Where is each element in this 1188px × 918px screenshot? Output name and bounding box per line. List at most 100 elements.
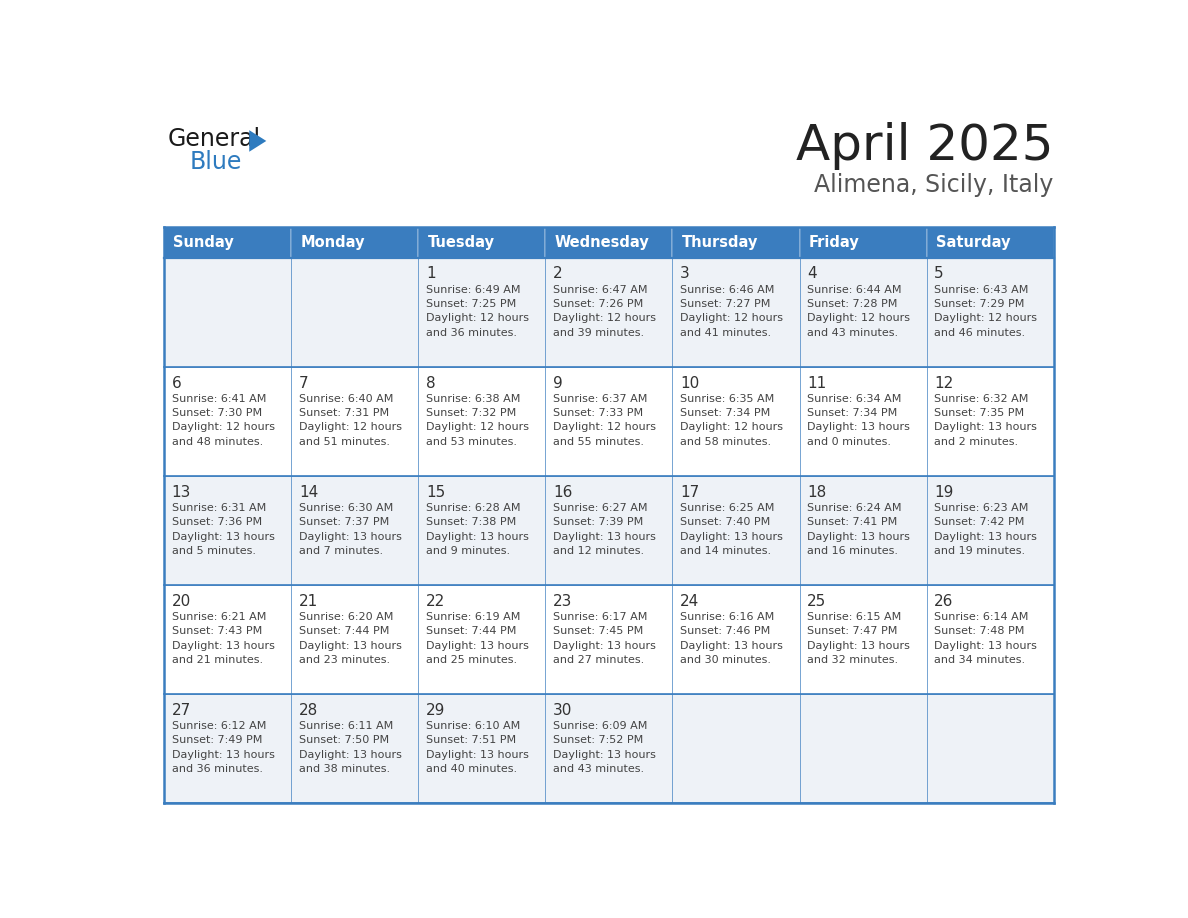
Text: Daylight: 13 hours: Daylight: 13 hours — [172, 750, 274, 759]
Text: Friday: Friday — [809, 235, 860, 250]
Text: Daylight: 13 hours: Daylight: 13 hours — [426, 532, 529, 542]
Text: 1: 1 — [426, 266, 436, 282]
Text: Daylight: 13 hours: Daylight: 13 hours — [554, 641, 656, 651]
Text: 18: 18 — [808, 485, 827, 499]
Text: Sunrise: 6:28 AM: Sunrise: 6:28 AM — [426, 503, 520, 513]
Text: Sunrise: 6:12 AM: Sunrise: 6:12 AM — [172, 721, 266, 731]
Text: Sunset: 7:32 PM: Sunset: 7:32 PM — [426, 409, 517, 419]
Text: Sunset: 7:25 PM: Sunset: 7:25 PM — [426, 299, 517, 309]
Text: Daylight: 13 hours: Daylight: 13 hours — [426, 641, 529, 651]
Text: 25: 25 — [808, 594, 827, 609]
Bar — [545, 258, 672, 367]
Text: and 5 minutes.: and 5 minutes. — [172, 545, 255, 555]
Text: and 43 minutes.: and 43 minutes. — [554, 764, 644, 774]
Text: Sunset: 7:52 PM: Sunset: 7:52 PM — [554, 735, 643, 745]
Text: Sunset: 7:36 PM: Sunset: 7:36 PM — [172, 517, 261, 527]
Text: Sunset: 7:28 PM: Sunset: 7:28 PM — [808, 299, 898, 309]
Bar — [672, 694, 800, 803]
Text: Daylight: 12 hours: Daylight: 12 hours — [554, 313, 656, 323]
Bar — [164, 585, 291, 694]
Text: Daylight: 13 hours: Daylight: 13 hours — [934, 422, 1037, 432]
Bar — [672, 585, 800, 694]
Text: Daylight: 13 hours: Daylight: 13 hours — [681, 532, 783, 542]
Text: 14: 14 — [299, 485, 318, 499]
Text: Daylight: 13 hours: Daylight: 13 hours — [172, 532, 274, 542]
Bar — [291, 585, 418, 694]
Bar — [800, 258, 927, 367]
Text: Sunrise: 6:19 AM: Sunrise: 6:19 AM — [426, 612, 520, 622]
Text: Sunset: 7:27 PM: Sunset: 7:27 PM — [681, 299, 771, 309]
Bar — [800, 694, 927, 803]
Text: and 30 minutes.: and 30 minutes. — [681, 655, 771, 665]
Text: and 55 minutes.: and 55 minutes. — [554, 437, 644, 447]
Bar — [672, 227, 800, 258]
Text: Sunrise: 6:16 AM: Sunrise: 6:16 AM — [681, 612, 775, 622]
Bar — [927, 694, 1054, 803]
Text: Daylight: 13 hours: Daylight: 13 hours — [554, 532, 656, 542]
Polygon shape — [249, 130, 266, 151]
Bar — [291, 367, 418, 476]
Text: and 58 minutes.: and 58 minutes. — [681, 437, 771, 447]
Text: and 34 minutes.: and 34 minutes. — [934, 655, 1025, 665]
Text: 17: 17 — [681, 485, 700, 499]
Text: Sunrise: 6:17 AM: Sunrise: 6:17 AM — [554, 612, 647, 622]
Text: 22: 22 — [426, 594, 446, 609]
Text: 28: 28 — [299, 702, 318, 718]
Text: Daylight: 13 hours: Daylight: 13 hours — [808, 422, 910, 432]
Bar — [672, 476, 800, 585]
Text: and 14 minutes.: and 14 minutes. — [681, 545, 771, 555]
Text: General: General — [168, 127, 261, 151]
Text: 29: 29 — [426, 702, 446, 718]
Text: and 21 minutes.: and 21 minutes. — [172, 655, 263, 665]
Bar — [545, 585, 672, 694]
Bar — [164, 367, 291, 476]
Text: Sunset: 7:47 PM: Sunset: 7:47 PM — [808, 626, 898, 636]
Text: and 48 minutes.: and 48 minutes. — [172, 437, 263, 447]
Text: Sunset: 7:46 PM: Sunset: 7:46 PM — [681, 626, 770, 636]
Text: 12: 12 — [934, 375, 954, 390]
Text: and 51 minutes.: and 51 minutes. — [299, 437, 390, 447]
Text: Sunset: 7:42 PM: Sunset: 7:42 PM — [934, 517, 1025, 527]
Text: Sunrise: 6:43 AM: Sunrise: 6:43 AM — [934, 285, 1029, 295]
Text: 27: 27 — [172, 702, 191, 718]
Text: Sunrise: 6:20 AM: Sunrise: 6:20 AM — [299, 612, 393, 622]
Text: Daylight: 13 hours: Daylight: 13 hours — [299, 532, 402, 542]
Text: Wednesday: Wednesday — [555, 235, 650, 250]
Text: Sunrise: 6:10 AM: Sunrise: 6:10 AM — [426, 721, 520, 731]
Bar — [672, 258, 800, 367]
Text: and 9 minutes.: and 9 minutes. — [426, 545, 510, 555]
Bar — [418, 227, 545, 258]
Text: Daylight: 12 hours: Daylight: 12 hours — [681, 313, 783, 323]
Text: and 43 minutes.: and 43 minutes. — [808, 328, 898, 338]
Text: Sunset: 7:30 PM: Sunset: 7:30 PM — [172, 409, 261, 419]
Text: 26: 26 — [934, 594, 954, 609]
Text: 3: 3 — [681, 266, 690, 282]
Text: 16: 16 — [554, 485, 573, 499]
Text: Sunrise: 6:40 AM: Sunrise: 6:40 AM — [299, 394, 393, 404]
Text: Sunrise: 6:35 AM: Sunrise: 6:35 AM — [681, 394, 775, 404]
Bar — [164, 694, 291, 803]
Text: Sunrise: 6:11 AM: Sunrise: 6:11 AM — [299, 721, 393, 731]
Text: Sunset: 7:35 PM: Sunset: 7:35 PM — [934, 409, 1024, 419]
Text: 10: 10 — [681, 375, 700, 390]
Bar — [418, 694, 545, 803]
Text: Sunrise: 6:24 AM: Sunrise: 6:24 AM — [808, 503, 902, 513]
Text: Sunset: 7:31 PM: Sunset: 7:31 PM — [299, 409, 388, 419]
Text: Daylight: 12 hours: Daylight: 12 hours — [554, 422, 656, 432]
Text: and 32 minutes.: and 32 minutes. — [808, 655, 898, 665]
Text: Sunset: 7:34 PM: Sunset: 7:34 PM — [681, 409, 770, 419]
Text: Sunset: 7:37 PM: Sunset: 7:37 PM — [299, 517, 390, 527]
Bar — [291, 258, 418, 367]
Text: Sunset: 7:33 PM: Sunset: 7:33 PM — [554, 409, 643, 419]
Text: Daylight: 13 hours: Daylight: 13 hours — [681, 641, 783, 651]
Text: Daylight: 12 hours: Daylight: 12 hours — [299, 422, 402, 432]
Text: 13: 13 — [172, 485, 191, 499]
Text: Sunset: 7:41 PM: Sunset: 7:41 PM — [808, 517, 897, 527]
Bar — [545, 227, 672, 258]
Text: 5: 5 — [934, 266, 944, 282]
Text: and 36 minutes.: and 36 minutes. — [426, 328, 517, 338]
Text: Sunrise: 6:27 AM: Sunrise: 6:27 AM — [554, 503, 647, 513]
Bar — [927, 476, 1054, 585]
Text: Sunset: 7:29 PM: Sunset: 7:29 PM — [934, 299, 1025, 309]
Bar — [800, 367, 927, 476]
